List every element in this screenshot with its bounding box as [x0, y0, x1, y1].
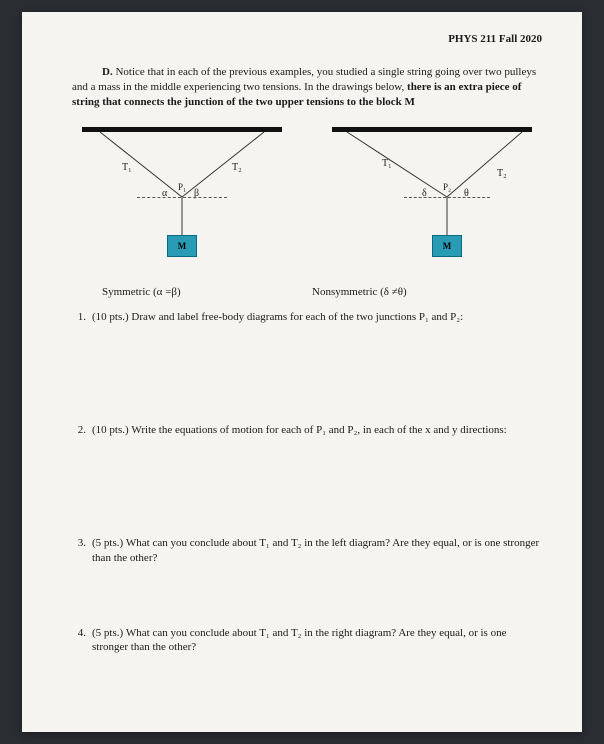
label-p2: P₂ — [443, 181, 451, 193]
diagrams-row: T₁ T₂ α β P₁ M T₁ T₂ δ θ P₂ M — [72, 127, 542, 267]
section-lead: D. — [102, 66, 113, 78]
question-num: 1. — [72, 310, 92, 325]
question-num: 3. — [72, 536, 92, 566]
course-header: PHYS 211 Fall 2020 — [72, 32, 542, 47]
question-4: 4. (5 pts.) What can you conclude about … — [72, 626, 542, 656]
question-text: What can you conclude about T₁ and T₂ in… — [92, 537, 539, 564]
label-theta: θ — [464, 187, 469, 201]
caption-left: Symmetric (α =β) — [72, 285, 282, 300]
question-num: 2. — [72, 423, 92, 438]
question-2: 2. (10 pts.) Write the equations of moti… — [72, 423, 542, 438]
diagram-nonsymmetric: T₁ T₂ δ θ P₂ M — [332, 127, 532, 267]
dashed-line-right — [404, 197, 490, 198]
question-text: Write the equations of motion for each o… — [131, 424, 506, 436]
label-t2-left: T₂ — [232, 161, 242, 175]
question-1: 1. (10 pts.) Draw and label free-body di… — [72, 310, 542, 325]
question-list: 1. (10 pts.) Draw and label free-body di… — [72, 310, 542, 655]
question-body: (5 pts.) What can you conclude about T₁ … — [92, 626, 542, 656]
question-text: Draw and label free-body diagrams for ea… — [131, 311, 463, 323]
label-t2-right: T₂ — [497, 167, 507, 181]
label-beta: β — [194, 187, 199, 201]
block-m-label-right: M — [443, 240, 452, 252]
label-alpha: α — [162, 187, 167, 201]
question-pts: (10 pts.) — [92, 311, 129, 323]
question-text: What can you conclude about T₁ and T₂ in… — [92, 627, 506, 654]
block-m-label-left: M — [178, 240, 187, 252]
question-pts: (5 pts.) — [92, 627, 123, 639]
diagram-symmetric: T₁ T₂ α β P₁ M — [82, 127, 282, 267]
dashed-line-left — [137, 197, 227, 198]
label-t1-right: T₁ — [382, 157, 392, 171]
label-p1: P₁ — [178, 181, 186, 193]
page: PHYS 211 Fall 2020 D. Notice that in eac… — [22, 12, 582, 732]
caption-row: Symmetric (α =β) Nonsymmetric (δ ≠θ) — [72, 285, 542, 300]
caption-right: Nonsymmetric (δ ≠θ) — [282, 285, 407, 300]
question-pts: (5 pts.) — [92, 537, 123, 549]
question-body: (10 pts.) Write the equations of motion … — [92, 423, 542, 438]
block-m-left: M — [167, 235, 197, 257]
label-delta: δ — [422, 187, 427, 201]
block-m-right: M — [432, 235, 462, 257]
question-num: 4. — [72, 626, 92, 656]
question-3: 3. (5 pts.) What can you conclude about … — [72, 536, 542, 566]
question-body: (5 pts.) What can you conclude about T₁ … — [92, 536, 542, 566]
section-d-paragraph: D. Notice that in each of the previous e… — [72, 65, 542, 110]
label-t1-left: T₁ — [122, 161, 132, 175]
question-body: (10 pts.) Draw and label free-body diagr… — [92, 310, 542, 325]
question-pts: (10 pts.) — [92, 424, 129, 436]
